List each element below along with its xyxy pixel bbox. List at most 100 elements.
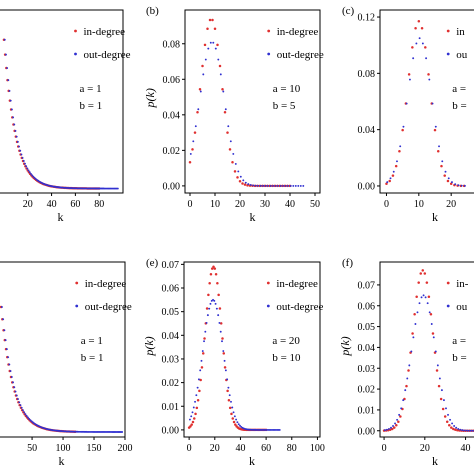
x-tick-label: 50: [27, 443, 37, 454]
legend-label-in-degree: in-degree: [84, 26, 126, 38]
y-axis-label: p(k): [143, 88, 157, 108]
data-point-out-degree: [192, 140, 195, 143]
data-point-out-degree: [418, 37, 421, 40]
data-point-in-degree: [448, 424, 451, 427]
data-point-out-degree: [229, 140, 232, 143]
panel-a: 20 40 60 80 k in-degree out-degree a = 1 b = 1: [0, 9, 131, 224]
x-tick-label: 60: [261, 443, 271, 454]
data-point-out-degree: [414, 323, 417, 325]
data-point-out-degree: [278, 428, 281, 431]
data-points-b: [188, 18, 305, 188]
data-point-out-degree: [239, 175, 242, 178]
data-point-in-degree: [440, 164, 443, 168]
data-point-out-degree: [465, 429, 468, 432]
axes-frame: [183, 261, 321, 438]
y-tick-label: 0.04: [358, 125, 376, 136]
data-point-out-degree: [197, 108, 200, 111]
y-tick-label: 0.03: [162, 354, 180, 365]
x-axis-label: k: [250, 210, 256, 224]
data-point-in-degree: [227, 398, 231, 402]
data-point-in-degree: [399, 415, 402, 418]
data-point-out-degree: [390, 426, 392, 429]
data-point-out-degree: [194, 125, 197, 128]
y-tick-label: 0.05: [358, 322, 376, 333]
y-tick-label: 0.02: [358, 385, 376, 396]
data-point-out-degree: [426, 302, 429, 305]
data-point-out-degree: [431, 102, 434, 105]
data-point-out-degree: [13, 123, 16, 126]
data-point-in-degree: [226, 389, 229, 393]
data-point-out-degree: [0, 306, 3, 308]
data-point-out-degree: [438, 145, 440, 148]
data-point-out-degree: [454, 183, 457, 186]
data-point-out-degree: [259, 184, 262, 187]
data-point-out-degree: [412, 57, 415, 60]
data-point-in-degree: [395, 424, 398, 427]
x-tick-label: 40: [235, 443, 245, 454]
data-point-out-degree: [6, 67, 9, 69]
data-point-in-degree: [243, 183, 247, 186]
data-point-out-degree: [204, 58, 207, 61]
data-point-in-degree: [411, 332, 414, 335]
data-point-in-degree: [189, 425, 192, 428]
data-point-out-degree: [199, 369, 202, 372]
legend-label-out-degree: out-degree: [276, 301, 323, 313]
data-point-out-degree: [27, 169, 30, 172]
panel-e: 0 20 40 60 80 100 0.00 0.01 0.02 0.03 0.04 0.05 0.06…: [142, 257, 325, 468]
data-point-out-degree: [394, 422, 397, 425]
data-point-out-degree: [12, 381, 14, 384]
data-point-out-degree: [451, 422, 454, 425]
data-point-out-degree: [221, 340, 223, 343]
data-point-out-degree: [460, 184, 463, 187]
data-point-in-degree: [188, 160, 192, 164]
data-point-out-degree: [430, 323, 433, 325]
data-point-out-degree: [212, 41, 215, 44]
y-tick-label: 0.04: [162, 331, 180, 342]
data-point-out-degree: [463, 184, 466, 187]
data-point-in-degree: [193, 131, 197, 134]
data-point-in-degree: [200, 366, 204, 369]
data-point-in-degree: [216, 281, 219, 285]
data-point-out-degree: [19, 149, 22, 152]
y-tick-label: 0.00: [163, 181, 181, 192]
param-annotation: b =: [452, 100, 466, 112]
data-point-out-degree: [25, 165, 28, 168]
data-point-out-degree: [217, 58, 220, 61]
data-point-out-degree: [302, 184, 305, 187]
data-point-in-degree: [191, 420, 195, 424]
x-tick-label: 100: [310, 443, 325, 454]
data-point-out-degree: [224, 108, 227, 111]
data-point-out-degree: [28, 171, 31, 174]
param-annotation: b = 5: [273, 100, 296, 112]
data-point-out-degree: [262, 184, 265, 187]
data-point-out-degree: [4, 339, 7, 342]
data-point-out-degree: [5, 348, 8, 351]
data-point-in-degree: [445, 420, 449, 423]
data-point-in-degree: [435, 369, 439, 372]
data-point-in-degree: [427, 295, 431, 299]
data-point-out-degree: [405, 102, 408, 105]
data-point-in-degree: [223, 366, 227, 369]
data-point-out-degree: [396, 418, 399, 421]
param-annotation: a = 10: [273, 83, 301, 95]
x-tick-label: 40: [47, 199, 57, 210]
data-point-in-degree: [443, 174, 446, 177]
y-tick-label: 0.01: [358, 405, 376, 416]
data-point-out-degree: [121, 431, 124, 433]
x-tick-label: 40: [285, 199, 295, 210]
y-tick-label: 0.00: [162, 425, 180, 436]
axes-frame: [0, 261, 126, 438]
data-point-in-degree: [228, 406, 232, 410]
y-axis-label: p(k): [338, 336, 352, 356]
data-point-out-degree: [383, 429, 386, 432]
x-tick-label: 40: [461, 443, 471, 454]
data-point-out-degree: [457, 427, 460, 430]
legend-label-in-degree: in-degree: [276, 278, 318, 290]
axes-frame: [184, 9, 321, 194]
data-point-in-degree: [436, 150, 440, 153]
data-point-out-degree: [292, 184, 295, 187]
data-point-out-degree: [455, 426, 458, 429]
param-annotation: a = 1: [81, 335, 103, 347]
legend-label-out-degree: ou: [456, 49, 468, 61]
